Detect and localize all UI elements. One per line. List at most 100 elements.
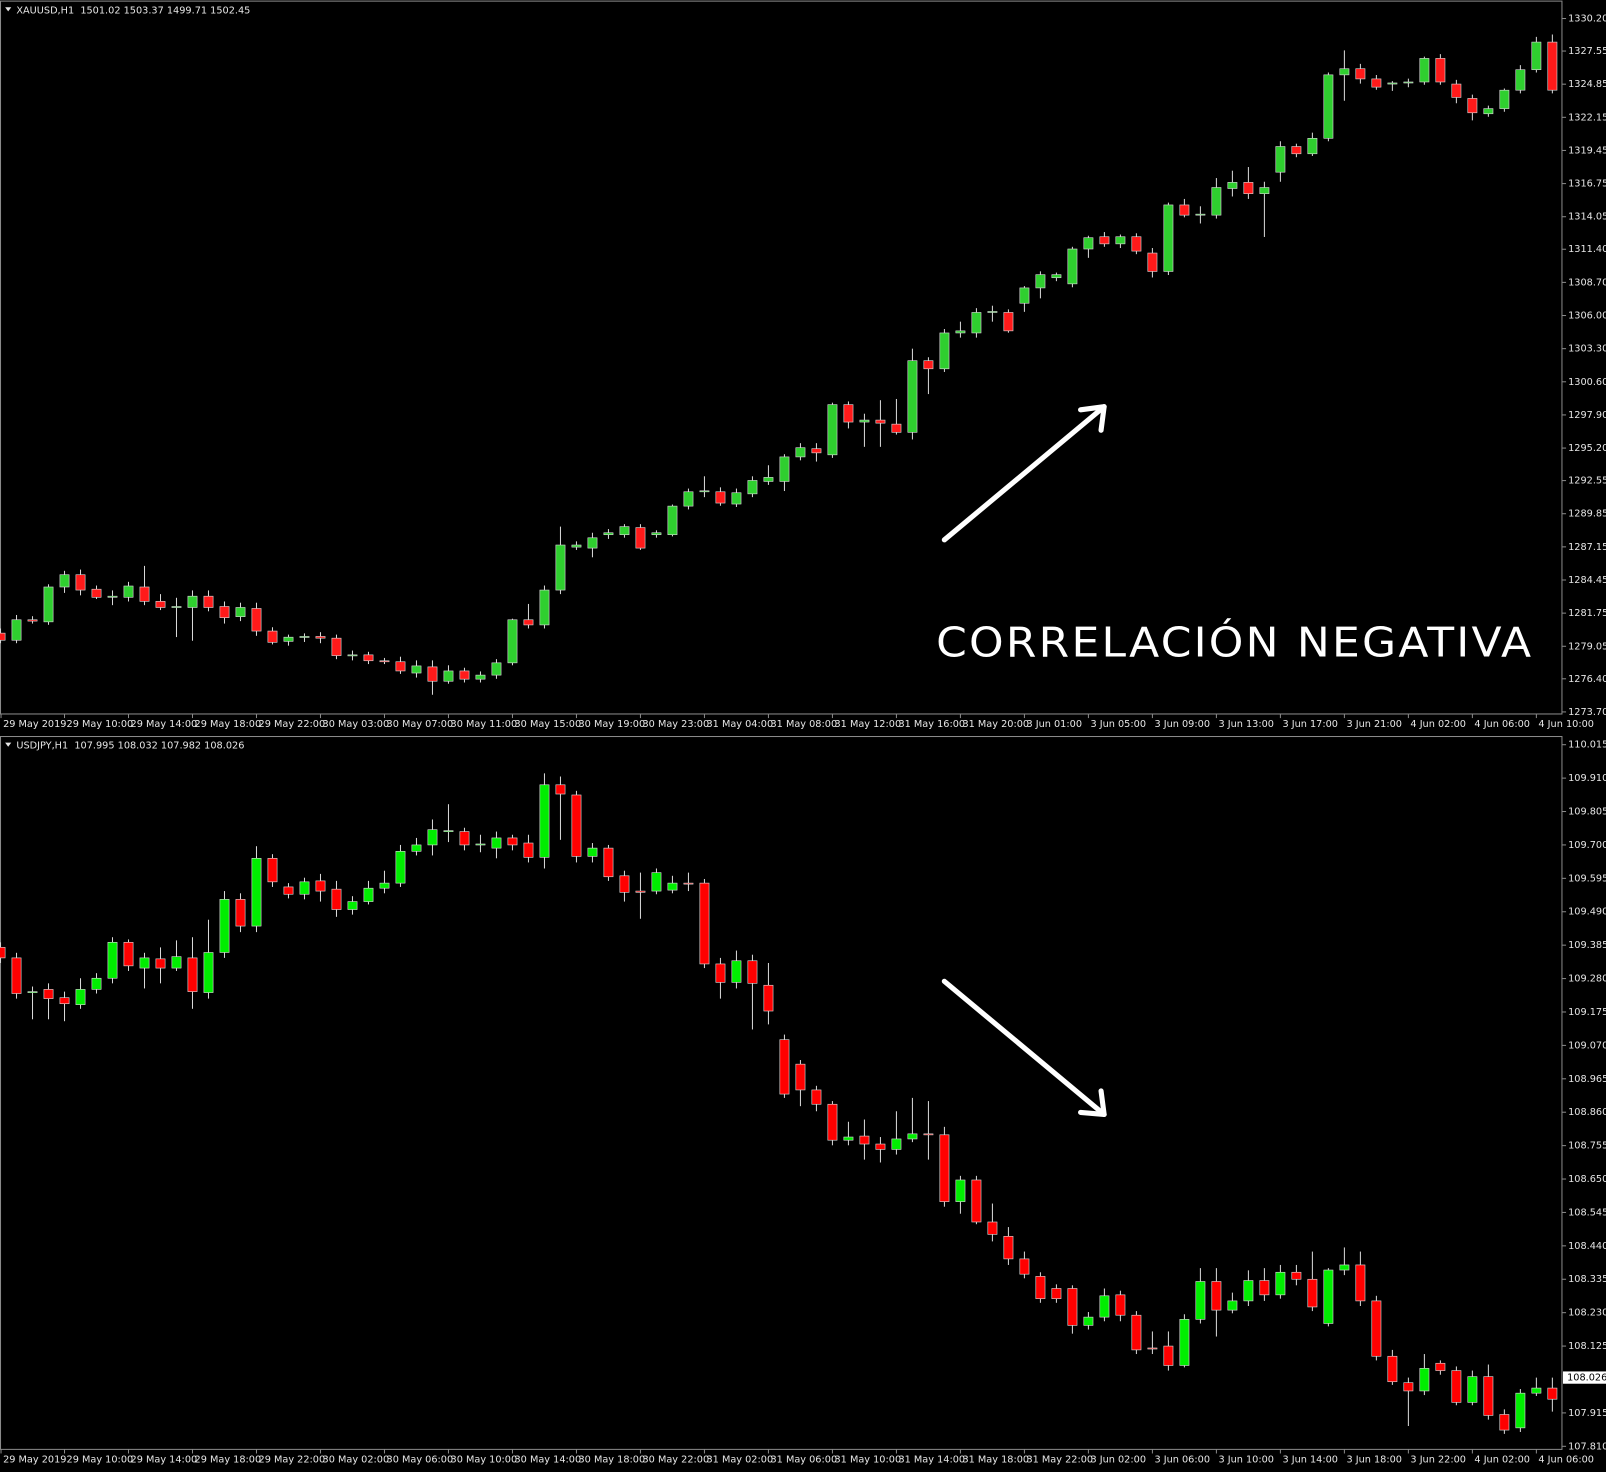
- y-tick-label: 1308.70: [1568, 277, 1606, 288]
- candle-body: [1163, 204, 1174, 272]
- candle-body: [587, 847, 598, 857]
- y-tick-label: 1303.30: [1568, 344, 1606, 355]
- candle-body: [763, 477, 774, 482]
- panel-header: USDJPY,H1 107.995 108.032 107.982 108.02…: [16, 741, 244, 752]
- candle-body: [891, 1138, 902, 1150]
- candle-body: [635, 527, 646, 549]
- candle-body: [1515, 69, 1526, 91]
- x-tick-label: 3 Jun 05:00: [1090, 719, 1146, 730]
- x-tick-label: 4 Jun 02:00: [1474, 1455, 1530, 1466]
- x-tick-label: 31 May 16:00: [898, 719, 965, 730]
- candle-body: [75, 989, 86, 1005]
- y-tick-label: 109.385: [1568, 940, 1606, 951]
- x-tick-label: 31 May 04:00: [706, 719, 773, 730]
- candles: [0, 773, 1558, 1434]
- arrow-down: [941, 978, 1107, 1118]
- panel-menu-icon: [5, 742, 12, 747]
- y-tick-label: 1330.20: [1568, 14, 1606, 25]
- candle-body: [1419, 1368, 1430, 1392]
- panel-menu-icon: [5, 7, 12, 12]
- candle-body: [491, 662, 502, 676]
- candle-body: [491, 837, 502, 849]
- candle-body: [1323, 1269, 1334, 1324]
- y-tick-label: 108.650: [1568, 1174, 1606, 1185]
- candle-body: [27, 619, 38, 622]
- last-price-label: 108.026: [1567, 1373, 1606, 1384]
- y-tick-label: 1311.40: [1568, 244, 1606, 255]
- x-tick-label: 30 May 18:00: [579, 1455, 646, 1466]
- candle-body: [1323, 74, 1334, 139]
- candle-body: [571, 544, 582, 548]
- candle-body: [1387, 1355, 1398, 1383]
- x-tick-label: 29 May 22:00: [259, 1455, 326, 1466]
- candle-body: [91, 588, 102, 598]
- candle-body: [411, 665, 422, 674]
- x-tick-label: 3 Jun 06:00: [1154, 1455, 1210, 1466]
- candle-body: [827, 1103, 838, 1141]
- candle-body: [395, 850, 406, 884]
- candle-body: [1419, 58, 1430, 83]
- candle-body: [875, 419, 886, 424]
- candle-body: [859, 1135, 870, 1145]
- candle-body: [779, 1039, 790, 1095]
- candle-body: [395, 661, 406, 672]
- candle-body: [379, 660, 390, 663]
- candle-body: [475, 674, 486, 680]
- candle-body: [619, 526, 630, 536]
- candle-body: [1099, 1295, 1110, 1318]
- candle-body: [1339, 68, 1350, 76]
- y-tick-label: 109.700: [1568, 840, 1606, 851]
- candle-body: [347, 654, 358, 657]
- candle-body: [955, 1179, 966, 1202]
- candle-body: [827, 404, 838, 456]
- x-tick-label: 30 May 14:00: [515, 1455, 582, 1466]
- candle-body: [907, 1133, 918, 1140]
- candle-body: [139, 957, 150, 969]
- candle-body: [571, 794, 582, 857]
- candle-body: [1435, 58, 1446, 83]
- candle-body: [427, 666, 438, 682]
- candle-body: [123, 585, 134, 598]
- candle-body: [1067, 1288, 1078, 1326]
- candle-body: [1451, 1370, 1462, 1403]
- y-tick-label: 109.175: [1568, 1007, 1606, 1018]
- candle-body: [11, 957, 22, 994]
- y-tick-label: 108.545: [1568, 1207, 1606, 1218]
- candle-body: [1483, 108, 1494, 115]
- candle-body: [731, 960, 742, 983]
- candle-body: [1051, 274, 1062, 279]
- x-tick-label: 31 May 14:00: [898, 1455, 965, 1466]
- candle-body: [667, 882, 678, 891]
- candle-body: [155, 601, 166, 608]
- candle-body: [219, 899, 230, 953]
- candle-body: [1275, 1271, 1286, 1296]
- y-tick-label: 107.915: [1568, 1408, 1606, 1419]
- candle-body: [971, 312, 982, 334]
- candle-body: [459, 670, 470, 680]
- candle-body: [1403, 1382, 1414, 1392]
- candle-body: [43, 586, 54, 623]
- candle-body: [859, 419, 870, 423]
- y-tick-label: 1300.60: [1568, 377, 1606, 388]
- candle-body: [427, 829, 438, 846]
- x-tick-label: 29 May 18:00: [195, 1455, 262, 1466]
- candle-body: [1291, 1271, 1302, 1280]
- candle-body: [1099, 236, 1110, 245]
- candle-body: [0, 632, 6, 641]
- x-tick-label: 30 May 03:00: [323, 719, 390, 730]
- candle-body: [1019, 1258, 1030, 1275]
- candle-body: [587, 537, 598, 549]
- y-tick-label: 109.595: [1568, 873, 1606, 884]
- candle-body: [1083, 1316, 1094, 1326]
- x-tick-label: 30 May 07:00: [387, 719, 454, 730]
- y-tick-label: 1316.75: [1568, 179, 1606, 190]
- candle-body: [1371, 78, 1382, 88]
- candle-body: [107, 595, 118, 598]
- candle-body: [1499, 1414, 1510, 1431]
- candle-body: [475, 843, 486, 846]
- annotation: CORRELACIÓN NEGATIVA: [936, 618, 1533, 666]
- y-tick-label: 1306.00: [1568, 311, 1606, 322]
- candle-body: [1067, 248, 1078, 285]
- candle-body: [555, 784, 566, 795]
